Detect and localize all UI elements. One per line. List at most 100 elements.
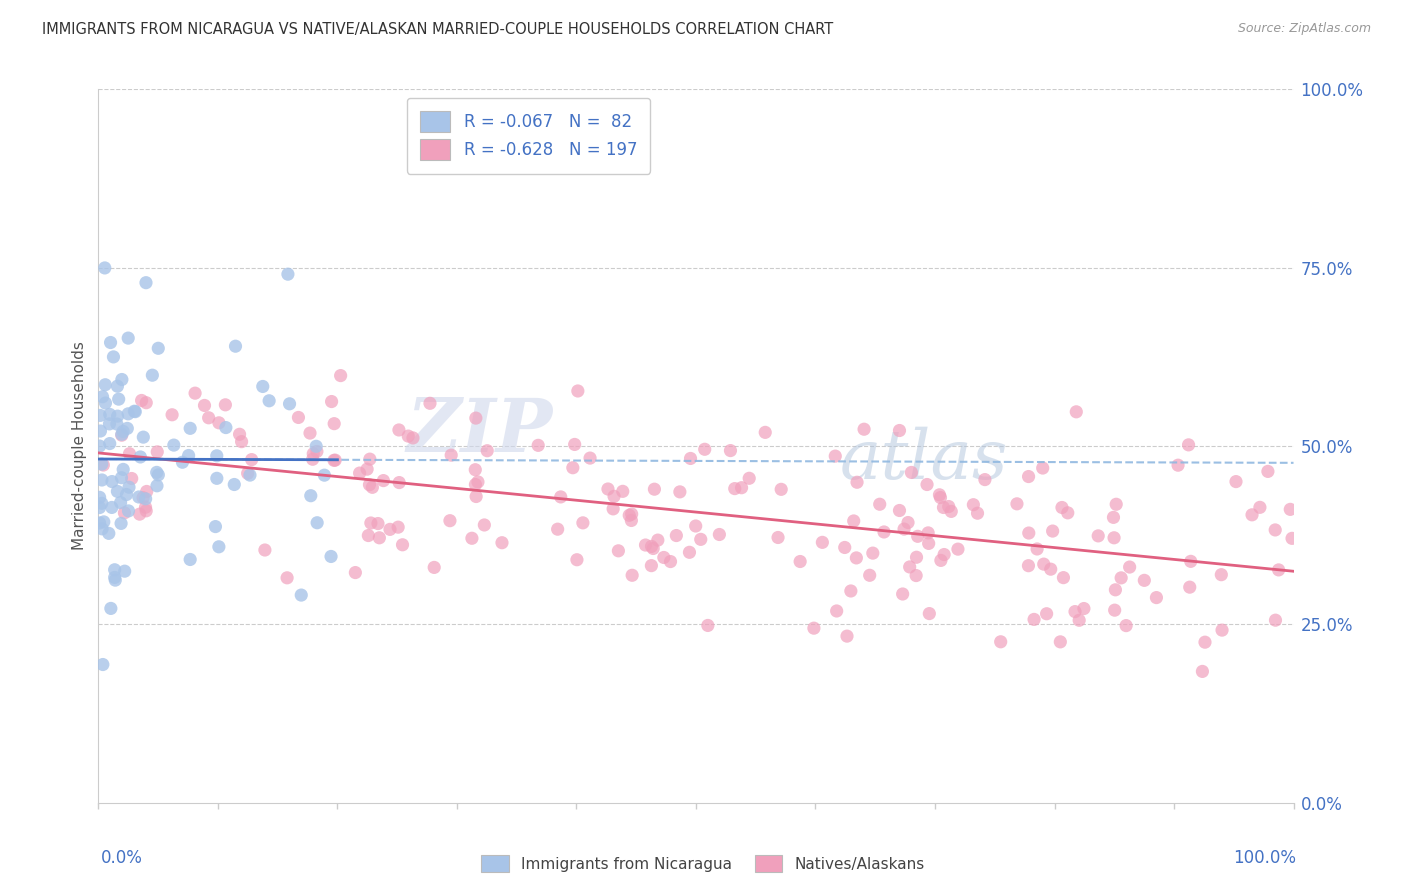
Point [356, 462, 378, 476]
Point [738, 471, 761, 485]
Point [472, 518, 495, 533]
Point [1026, 541, 1049, 556]
Point [287, 410, 309, 425]
Point [685, 519, 707, 533]
Point [378, 522, 401, 536]
Point [357, 528, 380, 542]
Point [720, 443, 742, 458]
Point [277, 267, 299, 281]
Point [129, 450, 152, 464]
Point [305, 439, 328, 453]
Point [1144, 591, 1167, 605]
Point [94, 377, 117, 392]
Point [1039, 562, 1062, 576]
Point [107, 379, 129, 393]
Point [966, 506, 988, 520]
Point [117, 331, 139, 345]
Point [253, 543, 276, 558]
Point [679, 451, 702, 466]
Point [1042, 524, 1064, 538]
Point [547, 522, 569, 536]
Point [132, 430, 155, 444]
Point [115, 487, 138, 501]
Point [465, 490, 488, 504]
Point [103, 350, 125, 364]
Point [208, 416, 231, 430]
Point [696, 618, 718, 632]
Point [439, 514, 461, 528]
Point [197, 410, 219, 425]
Point [918, 536, 941, 550]
Point [148, 341, 170, 355]
Point [1118, 560, 1140, 574]
Point [228, 427, 250, 442]
Point [893, 522, 915, 536]
Point [1035, 607, 1057, 621]
Point [100, 335, 122, 350]
Point [1069, 613, 1091, 627]
Point [724, 482, 747, 496]
Point [834, 541, 856, 555]
Point [349, 466, 371, 480]
Point [1167, 458, 1189, 473]
Point [104, 570, 127, 584]
Point [929, 491, 952, 505]
Point [163, 438, 186, 452]
Point [1180, 554, 1202, 568]
Point [693, 442, 716, 457]
Point [89, 409, 111, 423]
Point [565, 553, 588, 567]
Point [1018, 469, 1040, 483]
Point [112, 462, 135, 476]
Point [941, 504, 963, 518]
Point [100, 601, 122, 615]
Point [184, 386, 207, 401]
Point [231, 434, 253, 449]
Point [461, 531, 484, 545]
Point [669, 484, 692, 499]
Point [640, 540, 662, 554]
Point [550, 490, 572, 504]
Point [368, 531, 391, 545]
Point [891, 587, 914, 601]
Point [117, 407, 139, 421]
Point [1264, 523, 1286, 537]
Point [301, 452, 323, 467]
Point [835, 629, 858, 643]
Point [862, 546, 884, 560]
Point [1133, 574, 1156, 588]
Point [118, 447, 141, 461]
Point [361, 480, 384, 494]
Point [621, 568, 644, 582]
Point [634, 538, 657, 552]
Point [1194, 635, 1216, 649]
Point [423, 560, 446, 574]
Point [124, 404, 146, 418]
Point [974, 473, 997, 487]
Point [1064, 405, 1087, 419]
Point [388, 475, 411, 490]
Point [179, 552, 201, 566]
Point [91, 657, 114, 672]
Point [329, 368, 352, 383]
Point [689, 533, 711, 547]
Point [842, 514, 865, 528]
Point [527, 438, 550, 452]
Point [1109, 571, 1132, 585]
Point [1049, 635, 1071, 649]
Point [561, 460, 583, 475]
Point [477, 443, 499, 458]
Point [128, 507, 150, 521]
Point [1104, 582, 1126, 597]
Point [98, 436, 121, 450]
Point [709, 527, 731, 541]
Point [1102, 531, 1125, 545]
Point [825, 604, 848, 618]
Point [1104, 603, 1126, 617]
Point [918, 607, 941, 621]
Point [1264, 613, 1286, 627]
Point [1257, 464, 1279, 478]
Point [373, 474, 395, 488]
Point [564, 437, 586, 451]
Point [907, 529, 929, 543]
